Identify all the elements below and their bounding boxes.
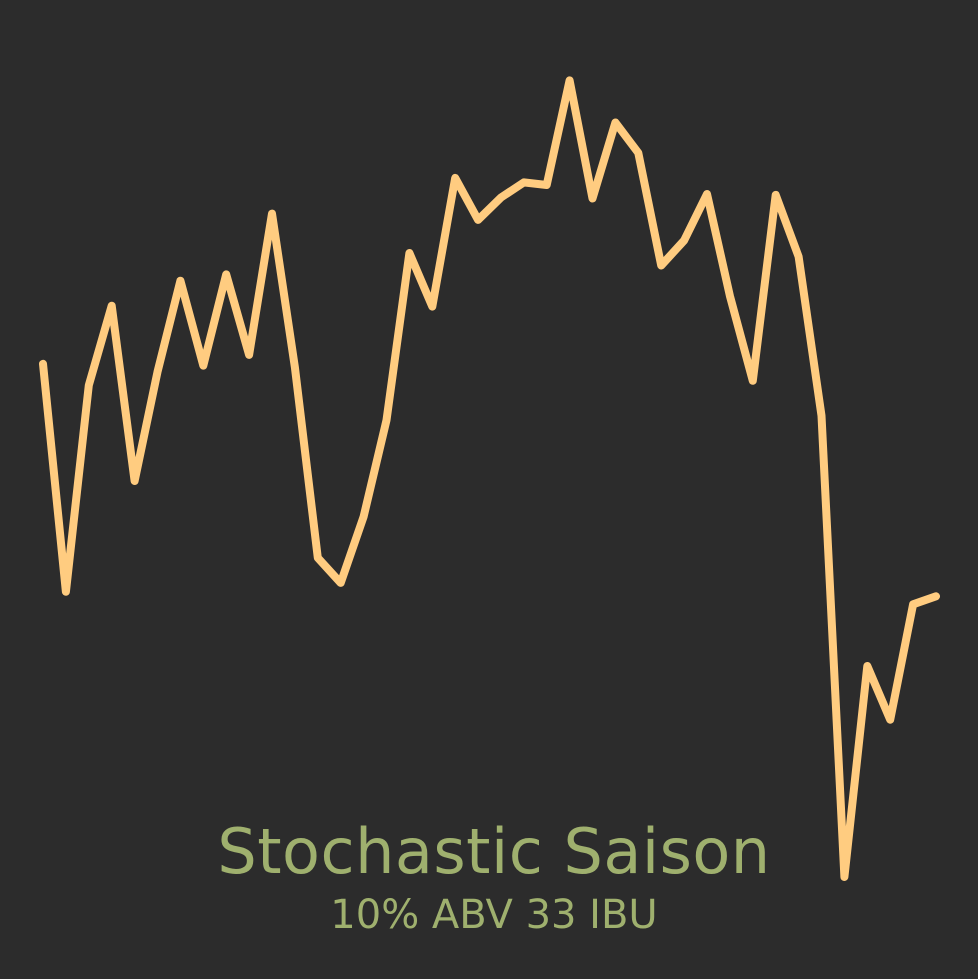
beer-name: Stochastic Saison: [217, 815, 771, 888]
beer-stats: 10% ABV 33 IBU: [330, 892, 658, 938]
random-walk-line: [39, 76, 940, 881]
